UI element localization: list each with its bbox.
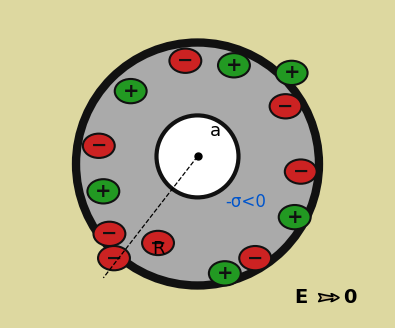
Text: −: − bbox=[277, 97, 294, 116]
Text: −: − bbox=[247, 249, 263, 268]
Ellipse shape bbox=[83, 133, 115, 158]
Text: 0: 0 bbox=[343, 288, 356, 307]
Text: +: + bbox=[226, 56, 242, 75]
Ellipse shape bbox=[98, 246, 130, 270]
Text: +: + bbox=[283, 63, 300, 82]
Ellipse shape bbox=[279, 205, 310, 229]
Text: −: − bbox=[150, 234, 166, 253]
Text: −: − bbox=[106, 249, 122, 268]
Text: −: − bbox=[293, 162, 309, 181]
Text: +: + bbox=[216, 264, 233, 283]
Text: -σ<0: -σ<0 bbox=[225, 193, 266, 211]
Ellipse shape bbox=[218, 53, 250, 77]
Circle shape bbox=[76, 43, 319, 285]
Text: −: − bbox=[177, 51, 194, 70]
Ellipse shape bbox=[276, 61, 308, 85]
Ellipse shape bbox=[270, 94, 301, 118]
Ellipse shape bbox=[239, 246, 271, 270]
Text: E: E bbox=[294, 288, 307, 307]
Ellipse shape bbox=[285, 159, 317, 184]
Circle shape bbox=[156, 115, 239, 197]
Text: +: + bbox=[122, 82, 139, 101]
Text: +: + bbox=[95, 182, 112, 201]
Text: −: − bbox=[90, 136, 107, 155]
Text: −: − bbox=[101, 224, 118, 243]
Ellipse shape bbox=[94, 222, 125, 246]
Text: a: a bbox=[210, 122, 221, 140]
Ellipse shape bbox=[142, 231, 174, 255]
Ellipse shape bbox=[169, 49, 201, 73]
Text: +: + bbox=[286, 208, 303, 227]
Ellipse shape bbox=[87, 179, 119, 203]
Ellipse shape bbox=[209, 261, 241, 285]
Text: R: R bbox=[152, 240, 164, 258]
Ellipse shape bbox=[115, 79, 147, 103]
